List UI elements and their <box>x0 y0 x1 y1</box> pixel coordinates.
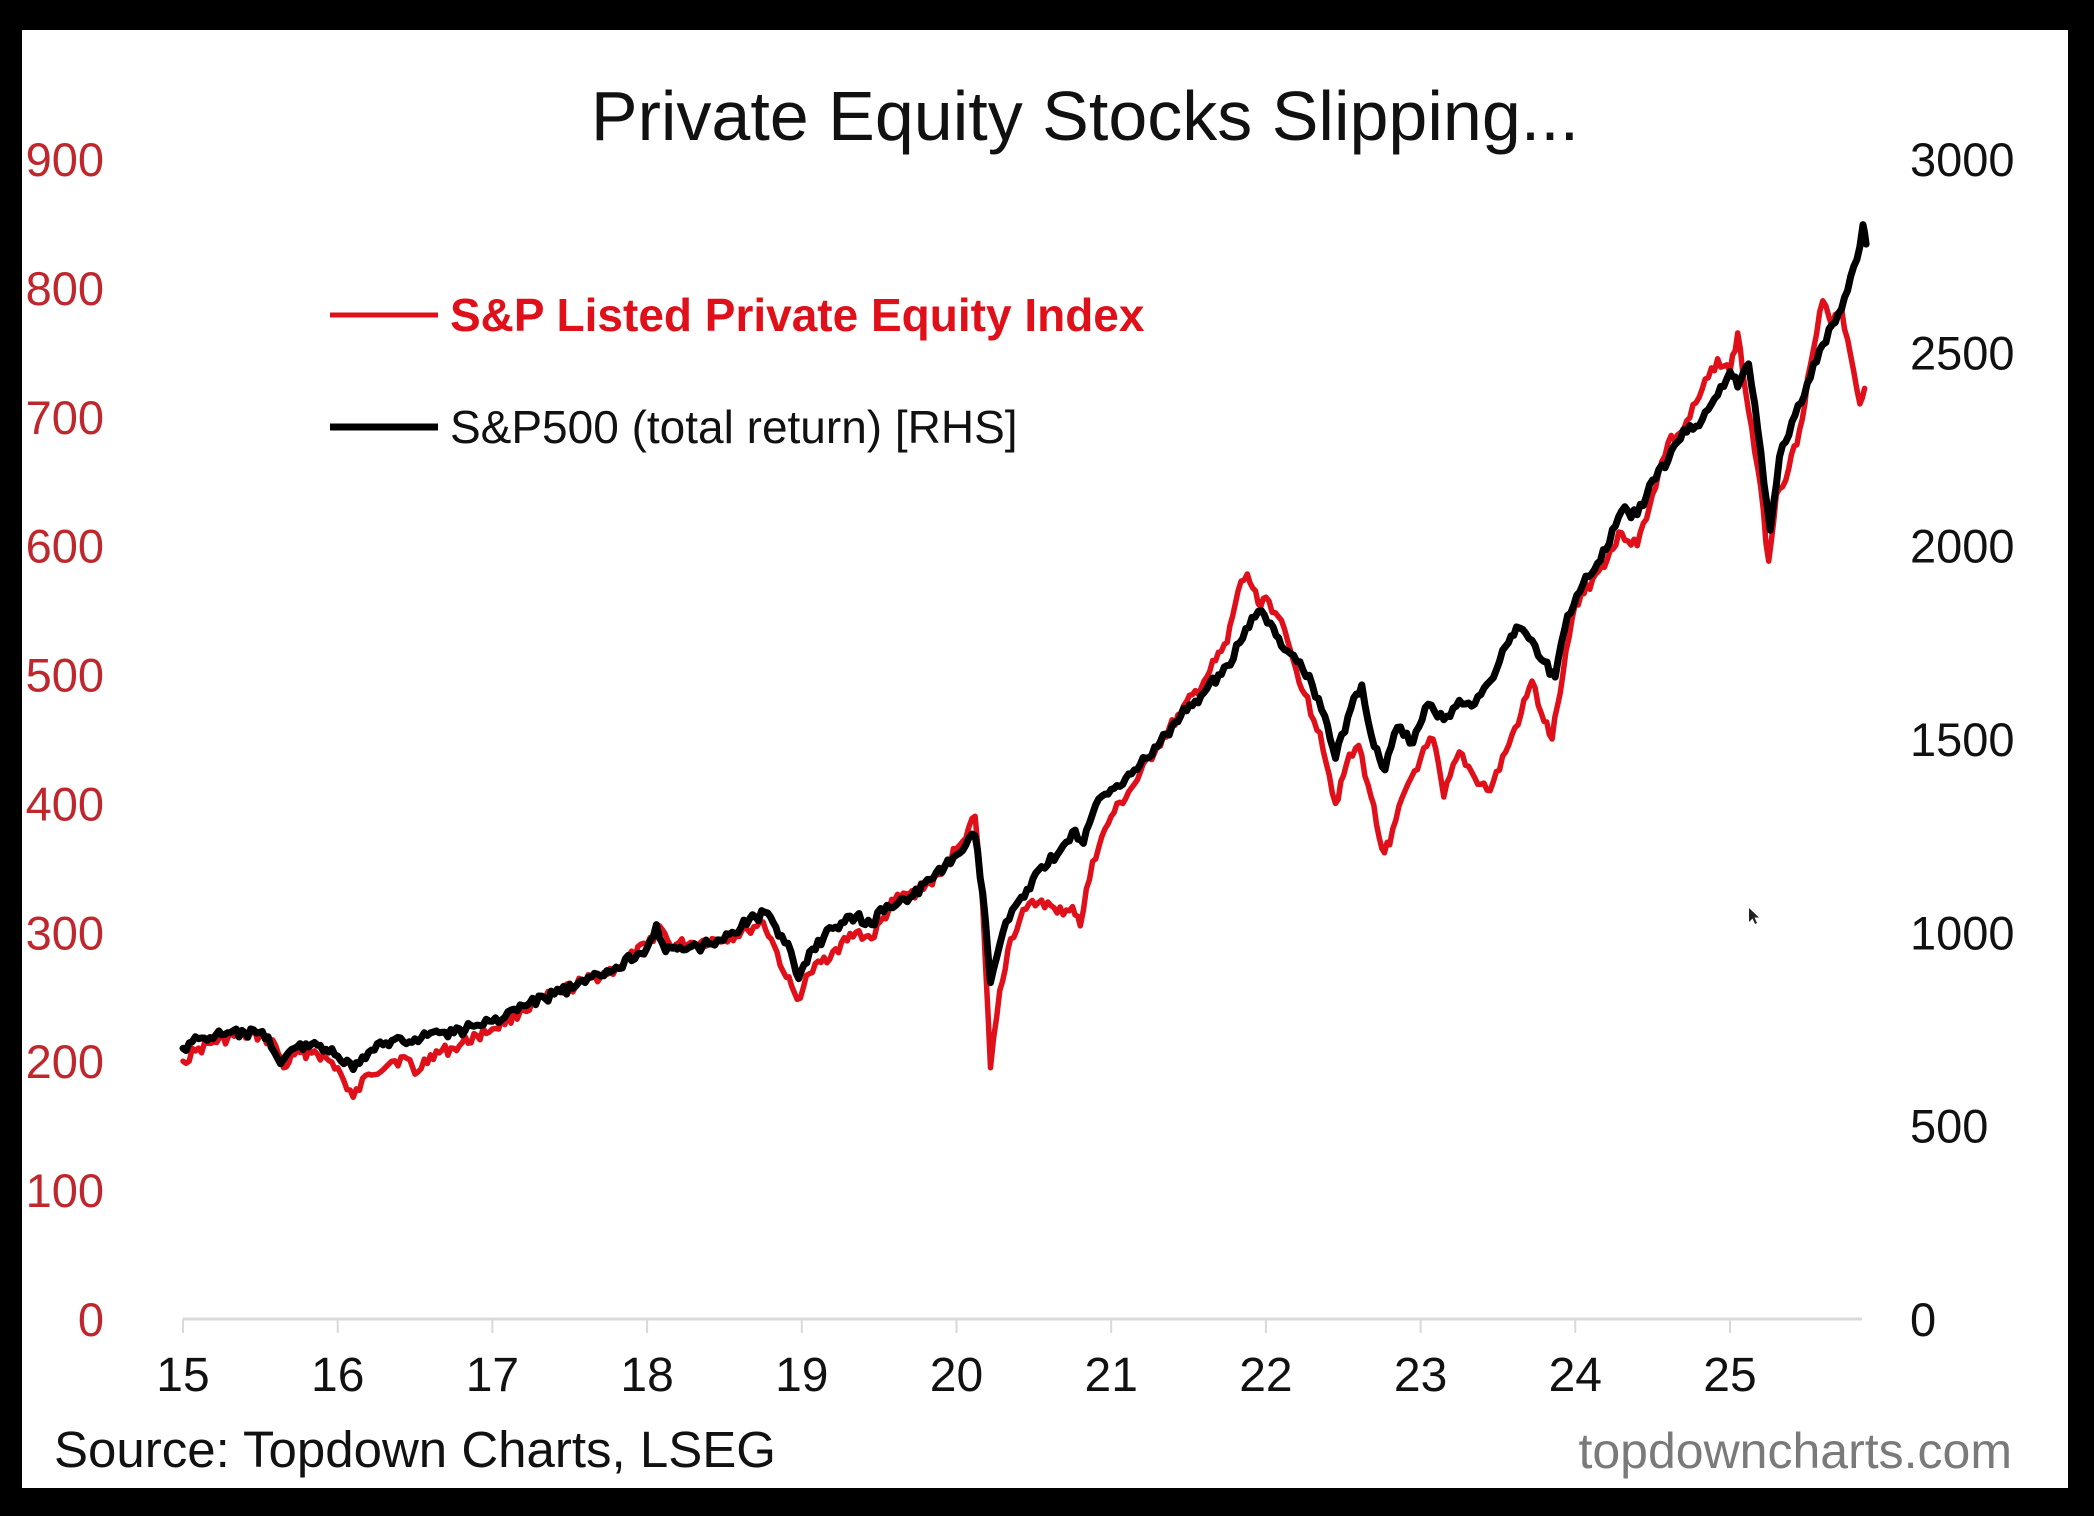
y-left-tick-label: 700 <box>26 391 104 444</box>
source-note: Source: Topdown Charts, LSEG <box>54 1421 776 1478</box>
x-tick-label: 23 <box>1394 1349 1447 1402</box>
y-right-tick-label: 1500 <box>1910 713 2015 766</box>
chart-title: Private Equity Stocks Slipping... <box>591 77 1579 155</box>
x-tick-label: 22 <box>1239 1349 1292 1402</box>
y-left-tick-label: 100 <box>26 1164 104 1217</box>
series-line-sp500 <box>179 221 1870 1074</box>
legend-label-sp500: S&P500 (total return) [RHS] <box>450 401 1018 453</box>
watermark: topdowncharts.com <box>1578 1423 2012 1479</box>
x-tick-label: 24 <box>1549 1349 1602 1402</box>
chart-svg: Private Equity Stocks Slipping... 0 100 20… <box>26 77 2015 1479</box>
y-right-tick-label: 500 <box>1910 1100 1988 1153</box>
x-tick-label: 20 <box>930 1349 983 1402</box>
series-layer <box>179 221 1870 1101</box>
x-tick-label: 17 <box>466 1349 519 1402</box>
x-tick-label: 16 <box>311 1349 364 1402</box>
y-left-tick-label: 300 <box>26 906 104 959</box>
mouse-pointer-icon <box>1749 908 1759 924</box>
y-axis-right: 0 500 1000 1500 2000 2500 3000 <box>1910 133 2015 1346</box>
x-axis: 15 16 17 18 19 20 21 22 23 24 25 <box>156 1317 1862 1402</box>
y-right-tick-label: 3000 <box>1910 133 2015 186</box>
x-tick-label: 25 <box>1703 1349 1756 1402</box>
y-left-tick-label: 900 <box>26 133 104 186</box>
legend: S&P Listed Private Equity Index S&P500 (… <box>330 289 1145 453</box>
x-tick-label: 18 <box>620 1349 673 1402</box>
x-tick-label: 21 <box>1085 1349 1138 1402</box>
x-tick-label: 19 <box>775 1349 828 1402</box>
x-tick-label: 15 <box>156 1349 209 1402</box>
y-right-tick-label: 2500 <box>1910 326 2015 379</box>
y-right-tick-label: 0 <box>1910 1293 1936 1346</box>
series-line-private-equity <box>180 298 1868 1101</box>
y-left-tick-label: 800 <box>26 262 104 315</box>
chart-panel: Private Equity Stocks Slipping... 0 100 20… <box>22 30 2068 1488</box>
y-left-tick-label: 500 <box>26 649 104 702</box>
y-axis-left: 0 100 200 300 400 500 600 700 800 900 <box>26 133 104 1346</box>
y-right-tick-label: 1000 <box>1910 906 2015 959</box>
y-left-tick-label: 200 <box>26 1035 104 1088</box>
legend-label-pe: S&P Listed Private Equity Index <box>450 289 1145 341</box>
y-left-tick-label: 0 <box>78 1293 104 1346</box>
y-left-tick-label: 600 <box>26 520 104 573</box>
y-left-tick-label: 400 <box>26 777 104 830</box>
y-right-tick-label: 2000 <box>1910 520 2015 573</box>
